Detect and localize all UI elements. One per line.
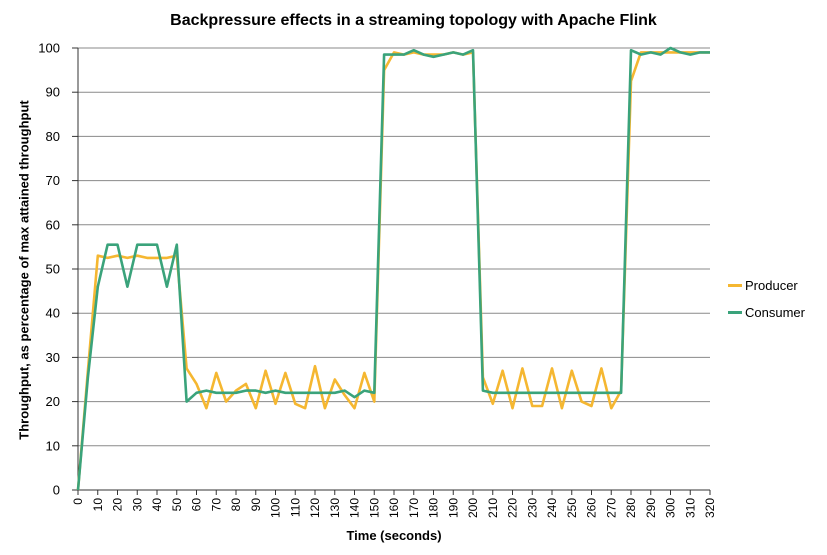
x-tick-label: 0 [71,498,85,505]
x-tick-label: 270 [604,498,618,518]
y-tick-label: 80 [46,129,60,144]
chart-title: Backpressure effects in a streaming topo… [170,12,657,29]
x-tick-label: 320 [703,498,717,518]
y-axis-tick-labels: 0 10 20 30 40 50 60 70 80 90 100 [38,41,60,498]
legend: Producer Consumer [728,275,805,329]
x-tick-label: 30 [130,498,144,512]
x-tick-label: 20 [111,498,125,512]
x-tick-label: 90 [249,498,263,512]
x-tick-label: 100 [269,498,283,518]
y-tick-label: 40 [46,306,60,321]
x-axis-tick-labels: 0 10 20 30 40 50 60 70 80 90 100 110 120 130 140 150 160… [71,498,717,518]
x-tick-label: 130 [328,498,342,518]
legend-label-consumer: Consumer [745,304,805,320]
x-tick-label: 80 [229,498,243,512]
y-tick-label: 10 [46,438,60,453]
y-tick-label: 60 [46,217,60,232]
x-tick-label: 140 [348,498,362,518]
x-tick-label: 210 [486,498,500,518]
y-axis-label: Throughput, as percentage of max attaine… [16,100,32,440]
legend-item-consumer: Consumer [728,302,805,322]
x-tick-label: 280 [624,498,638,518]
x-tick-label: 60 [190,498,204,512]
y-tick-label: 0 [53,483,60,498]
series-lines [76,46,710,491]
y-tick-label: 30 [46,350,60,365]
legend-item-producer: Producer [728,275,805,295]
x-tick-label: 40 [150,498,164,512]
y-tick-label: 50 [46,262,60,277]
series-line-producer [76,51,710,491]
x-tick-label: 50 [170,498,184,512]
x-tick-label: 170 [407,498,421,518]
x-tick-label: 110 [288,498,302,517]
x-tick-label: 120 [308,498,322,518]
y-tick-label: 20 [46,394,60,409]
x-tick-label: 70 [209,498,223,512]
x-tick-label: 220 [506,498,520,518]
axes [72,47,711,495]
series-line-consumer [76,46,710,491]
y-tick-label: 70 [46,173,60,188]
legend-swatch-producer [728,283,742,287]
x-tick-label: 10 [91,498,105,512]
x-axis-label: Time (seconds) [346,528,442,543]
y-tick-label: 100 [38,41,60,56]
x-tick-label: 160 [387,498,401,518]
x-tick-label: 240 [545,498,559,518]
legend-label-producer: Producer [745,277,798,293]
x-tick-label: 190 [446,498,460,518]
legend-swatch-consumer [728,310,742,314]
x-tick-label: 300 [664,498,678,518]
x-tick-label: 150 [367,498,381,518]
x-tick-label: 250 [565,498,579,518]
x-tick-label: 180 [427,498,441,518]
x-tick-label: 230 [525,498,539,518]
gridlines [78,47,710,447]
x-tick-label: 290 [644,498,658,518]
x-tick-label: 260 [585,498,599,518]
y-tick-label: 90 [46,85,60,100]
x-tick-label: 200 [466,498,480,518]
x-tick-label: 310 [683,498,697,518]
